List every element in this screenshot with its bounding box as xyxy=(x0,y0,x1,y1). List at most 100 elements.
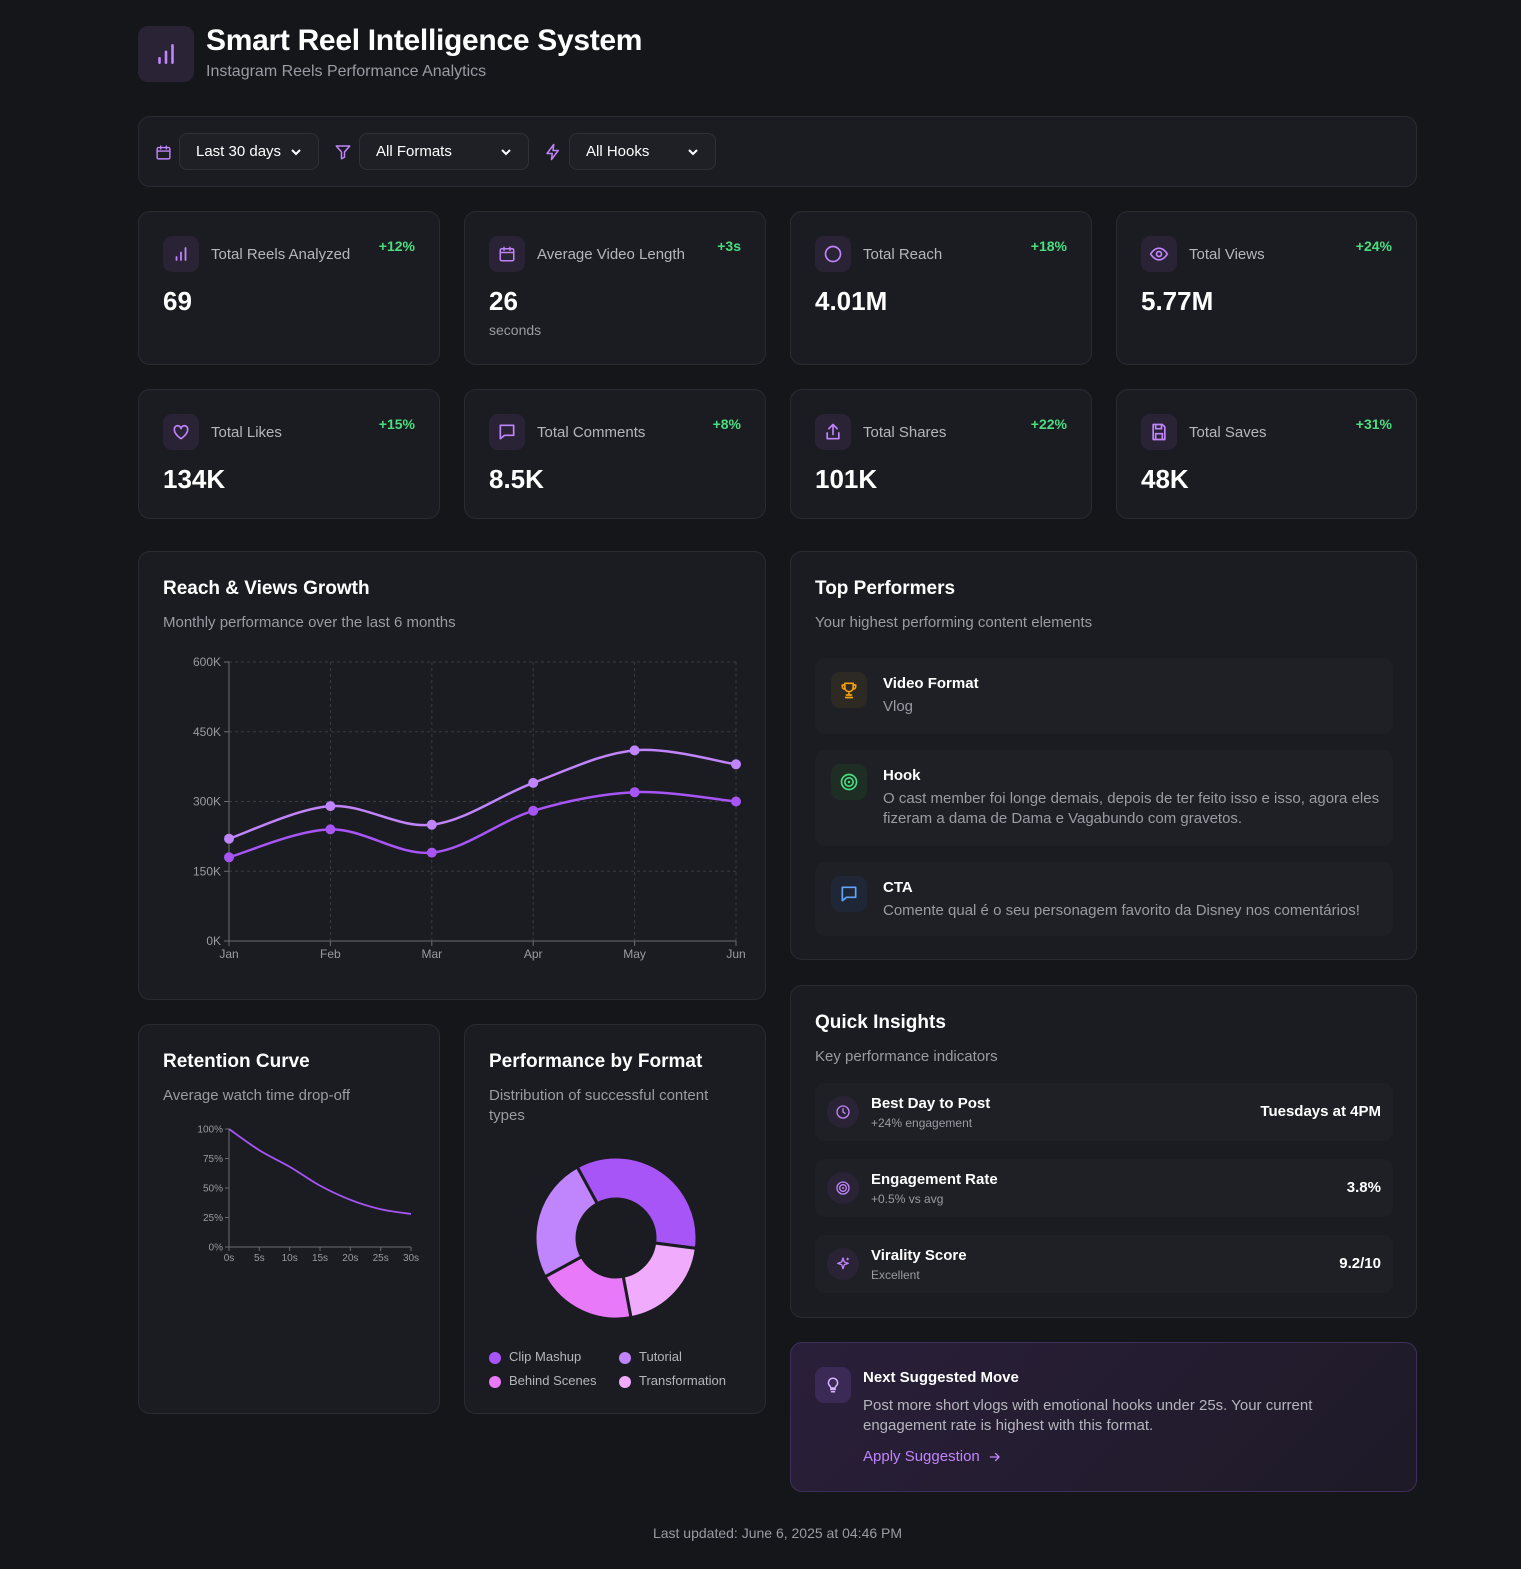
stat-delta: +3s xyxy=(717,238,741,254)
retention-card: Retention Curve Average watch time drop-… xyxy=(138,1024,440,1414)
retention-line xyxy=(228,1128,412,1215)
chevron-down-icon xyxy=(688,148,698,155)
logo xyxy=(138,26,194,82)
y-tick-label: 450K xyxy=(193,725,221,739)
stat-value: 4.01M xyxy=(815,286,888,316)
x-tick-label: Feb xyxy=(320,947,341,961)
page-title: Smart Reel Intelligence System xyxy=(206,24,643,57)
y-tick-label: 0% xyxy=(209,1243,224,1254)
stat-card-comments: Total Comments +8% 8.5K xyxy=(464,389,766,519)
stat-label: Average Video Length xyxy=(537,246,685,263)
calendar-icon xyxy=(156,145,171,160)
apply-suggestion-button[interactable]: Apply Suggestion xyxy=(863,1448,1002,1465)
date-range-select[interactable]: Last 30 days xyxy=(179,133,319,170)
data-point-views xyxy=(224,833,234,844)
suggestion-text: Post more short vlogs with emotional hoo… xyxy=(863,1397,1313,1434)
format-value: All Formats xyxy=(376,143,452,160)
data-point-reach xyxy=(224,852,234,863)
target-icon-box xyxy=(831,764,867,800)
series-line-views xyxy=(228,748,737,840)
stat-label: Total Comments xyxy=(537,424,646,441)
stat-value: 48K xyxy=(1141,464,1189,494)
y-tick-label: 25% xyxy=(203,1213,223,1224)
heart-icon xyxy=(173,424,189,440)
data-point-views xyxy=(426,819,437,830)
legend-label: Tutorial xyxy=(639,1349,682,1364)
legend-dot xyxy=(489,1351,501,1364)
stat-card-saves: Total Saves +31% 48K xyxy=(1116,389,1417,519)
format-select[interactable]: All Formats xyxy=(359,133,529,170)
section-title: Top Performers xyxy=(815,578,956,599)
suggestion-title: Next Suggested Move xyxy=(863,1369,1019,1386)
stat-value: 8.5K xyxy=(489,464,544,494)
stat-value: 134K xyxy=(163,464,226,494)
section-subtitle: Monthly performance over the last 6 mont… xyxy=(163,614,456,631)
bar-chart-icon xyxy=(175,247,187,261)
stat-card-reels: Total Reels Analyzed +12% 69 xyxy=(138,211,440,365)
data-point-views xyxy=(325,801,336,812)
x-tick-label: 10s xyxy=(282,1253,298,1264)
share-icon xyxy=(826,423,840,440)
insight-icon-box xyxy=(827,1248,859,1280)
section-title: Performance by Format xyxy=(489,1051,703,1072)
stat-value: 101K xyxy=(815,464,878,494)
stat-icon-box xyxy=(1141,414,1177,450)
calendar-icon xyxy=(499,246,515,262)
data-point-reach xyxy=(426,847,437,858)
top-performer-item: Hook O cast member foi longe demais, dep… xyxy=(815,750,1393,846)
insight-item: Best Day to Post +24% engagement Tuesday… xyxy=(815,1083,1393,1141)
legend-item: Behind Scenes xyxy=(489,1373,596,1388)
stat-card-video-length: Average Video Length +3s 26 seconds xyxy=(464,211,766,365)
y-tick-label: 50% xyxy=(203,1184,223,1195)
legend-item: Transformation xyxy=(619,1373,726,1388)
filter-bar: Last 30 days All Formats All Hooks xyxy=(138,116,1417,187)
hook-select[interactable]: All Hooks xyxy=(569,133,716,170)
stat-icon-box xyxy=(163,236,199,272)
stat-label: Total Saves xyxy=(1189,424,1267,441)
stat-delta: +22% xyxy=(1030,416,1067,432)
top-performers-card: Top Performers Your highest performing c… xyxy=(790,551,1417,960)
legend-label: Transformation xyxy=(639,1373,726,1388)
stat-label: Total Reels Analyzed xyxy=(211,246,351,263)
stat-delta: +18% xyxy=(1030,238,1067,254)
stat-value: 5.77M xyxy=(1141,286,1214,316)
insight-value: Tuesdays at 4PM xyxy=(1260,1103,1381,1120)
target-icon xyxy=(836,1181,850,1195)
stat-value: 26 xyxy=(489,286,518,316)
section-subtitle: Key performance indicators xyxy=(815,1048,998,1065)
data-point-views xyxy=(731,759,741,770)
donut-slice-clip-mashup xyxy=(575,1155,699,1251)
stat-delta: +12% xyxy=(378,238,415,254)
reach-views-chart: 0K 150K 300K 450K 600K Jan Feb Mar Apr May Jun xyxy=(193,655,746,961)
legend-label: Clip Mashup xyxy=(509,1349,582,1364)
insight-name: Best Day to Post xyxy=(871,1095,991,1112)
insight-icon-box xyxy=(827,1172,859,1204)
stat-label: Total Shares xyxy=(863,424,947,441)
section-title: Reach & Views Growth xyxy=(163,578,370,599)
last-updated: Last updated: June 6, 2025 at 04:46 PM xyxy=(652,1525,903,1541)
target-icon xyxy=(840,773,858,791)
stat-icon-box xyxy=(163,414,199,450)
filter-icon xyxy=(335,145,351,160)
message-icon-box xyxy=(831,876,867,912)
x-tick-label: 30s xyxy=(403,1253,419,1264)
legend-item: Tutorial xyxy=(619,1349,682,1364)
section-subtitle: Your highest performing content elements xyxy=(815,614,1093,631)
chevron-down-icon xyxy=(291,148,301,155)
legend-label: Behind Scenes xyxy=(509,1373,597,1388)
chevron-down-icon xyxy=(501,148,511,155)
stat-icon-box xyxy=(489,236,525,272)
x-tick-label: 20s xyxy=(342,1253,358,1264)
y-tick-label: 150K xyxy=(193,864,221,878)
insight-sub: +0.5% vs avg xyxy=(871,1192,944,1206)
stat-unit: seconds xyxy=(489,322,542,338)
stat-delta: +24% xyxy=(1355,238,1392,254)
trophy-icon xyxy=(841,682,857,699)
insight-value: 9.2/10 xyxy=(1339,1255,1381,1272)
stat-card-likes: Total Likes +15% 134K xyxy=(138,389,440,519)
stat-delta: +15% xyxy=(378,416,415,432)
lightbulb-icon-box xyxy=(815,1367,851,1403)
stat-icon-box xyxy=(815,236,851,272)
lightning-icon xyxy=(546,143,559,161)
section-title: Quick Insights xyxy=(815,1012,946,1033)
